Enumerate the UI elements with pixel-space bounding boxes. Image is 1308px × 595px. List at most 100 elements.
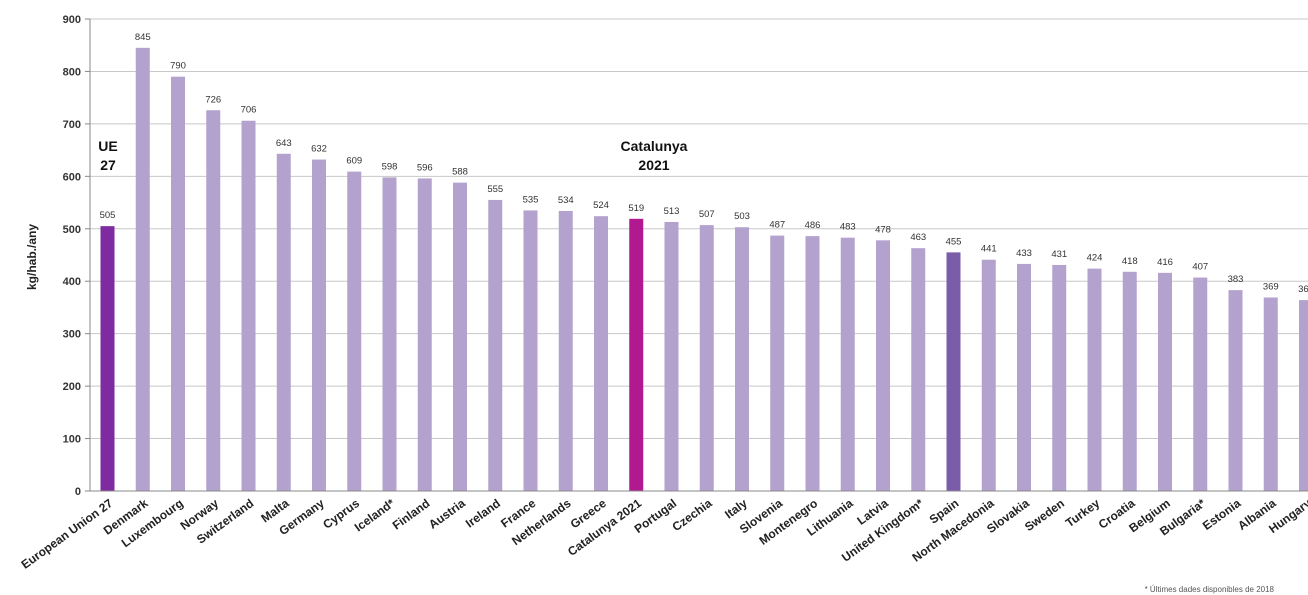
value-label: 486 xyxy=(805,220,821,231)
value-label: 790 xyxy=(170,61,186,72)
y-tick-label: 100 xyxy=(63,434,81,446)
bar xyxy=(911,248,926,491)
value-label: 632 xyxy=(311,144,327,155)
value-label: 383 xyxy=(1228,274,1244,285)
bar xyxy=(1228,290,1243,491)
value-label: 416 xyxy=(1157,257,1173,268)
x-tick-label: Austria xyxy=(426,496,468,532)
value-label: 524 xyxy=(593,200,609,211)
x-tick-label: Iceland* xyxy=(352,496,398,535)
bar xyxy=(241,120,256,492)
annotation-label: UE xyxy=(98,138,117,154)
bar xyxy=(876,240,890,491)
footnote: * Últimes dades disponibles de 2018 xyxy=(1145,585,1275,594)
value-label: 535 xyxy=(523,194,539,205)
bar xyxy=(1193,277,1208,491)
value-label: 507 xyxy=(699,209,715,220)
value-label: 478 xyxy=(875,224,891,235)
y-tick-label: 600 xyxy=(63,171,81,183)
y-axis: 0 100 200 300 400 500 600 700 800 900 xyxy=(63,14,91,498)
bar xyxy=(135,47,150,491)
x-tick-label: Finland xyxy=(390,496,433,532)
bar xyxy=(840,237,855,491)
bar xyxy=(558,210,573,492)
bar xyxy=(805,236,820,491)
bar xyxy=(1122,271,1137,491)
value-label: 609 xyxy=(346,156,362,167)
value-label: 706 xyxy=(241,105,257,116)
value-label: 487 xyxy=(769,220,785,231)
value-label: 364 xyxy=(1298,284,1308,295)
bar xyxy=(417,178,432,492)
bar xyxy=(1299,300,1308,491)
value-label: 534 xyxy=(558,195,574,206)
gridlines xyxy=(90,18,1308,440)
value-label: 369 xyxy=(1263,281,1279,292)
bar xyxy=(699,225,714,491)
bar xyxy=(488,199,503,491)
bar xyxy=(629,218,644,491)
value-label: 455 xyxy=(946,236,962,247)
bar xyxy=(312,159,326,491)
y-tick-label: 700 xyxy=(63,119,81,131)
x-tick-label: European Union 27 xyxy=(19,496,116,572)
bar xyxy=(523,210,538,491)
x-axis: European Union 27DenmarkLuxembourgNorway… xyxy=(19,490,1308,572)
value-label: 596 xyxy=(417,162,433,173)
bar xyxy=(171,76,185,491)
value-labels: 505 845 790 726 706 643 632 609 598 596 588 555 535 5… xyxy=(100,32,1308,295)
bar xyxy=(664,221,679,491)
value-label: 424 xyxy=(1087,253,1103,264)
bar xyxy=(1017,263,1031,491)
annotations: UE 27 Catalunya 2021 xyxy=(98,138,687,173)
bar xyxy=(206,110,221,492)
bar xyxy=(1087,268,1102,491)
value-label: 505 xyxy=(100,210,116,221)
x-tick-label: Estonia xyxy=(1200,496,1244,533)
value-label: 643 xyxy=(276,138,292,149)
value-label: 555 xyxy=(487,184,503,195)
value-label: 418 xyxy=(1122,256,1138,267)
bar xyxy=(1263,297,1278,491)
x-tick-label: Ireland xyxy=(463,496,503,530)
value-label: 726 xyxy=(205,94,221,105)
value-label: 503 xyxy=(734,211,750,222)
bar xyxy=(594,216,608,492)
bar xyxy=(1052,264,1067,491)
y-tick-label: 400 xyxy=(63,276,81,288)
y-tick-label: 900 xyxy=(63,14,81,26)
bars xyxy=(100,47,1308,492)
value-label: 513 xyxy=(664,206,680,217)
value-label: 519 xyxy=(628,203,644,214)
x-tick-label: Czechia xyxy=(670,496,715,534)
value-label: 407 xyxy=(1192,262,1208,273)
value-label: 441 xyxy=(981,244,997,255)
annotation-label: 27 xyxy=(100,157,116,173)
bar xyxy=(946,252,961,491)
value-label: 588 xyxy=(452,167,468,178)
bar xyxy=(735,227,749,491)
y-tick-label: 0 xyxy=(75,486,81,498)
y-axis-title: kg/hab./any xyxy=(25,224,39,290)
value-label: 431 xyxy=(1051,249,1067,260)
value-label: 433 xyxy=(1016,248,1032,259)
bar xyxy=(1158,272,1172,491)
bar xyxy=(770,235,785,491)
bar xyxy=(453,182,467,492)
bar xyxy=(981,259,996,491)
value-label: 598 xyxy=(382,161,398,172)
annotation-label: 2021 xyxy=(638,157,669,173)
bar xyxy=(100,226,115,491)
y-tick-label: 500 xyxy=(63,224,81,236)
bar xyxy=(347,171,362,491)
annotation-label: Catalunya xyxy=(621,138,688,154)
y-tick-label: 200 xyxy=(63,381,81,393)
value-label: 463 xyxy=(910,232,926,243)
y-tick-label: 800 xyxy=(63,66,81,78)
x-tick-label: Turkey xyxy=(1063,496,1103,530)
value-label: 483 xyxy=(840,222,856,233)
bar xyxy=(276,153,291,491)
bar xyxy=(382,177,397,492)
y-tick-label: 300 xyxy=(63,329,81,341)
